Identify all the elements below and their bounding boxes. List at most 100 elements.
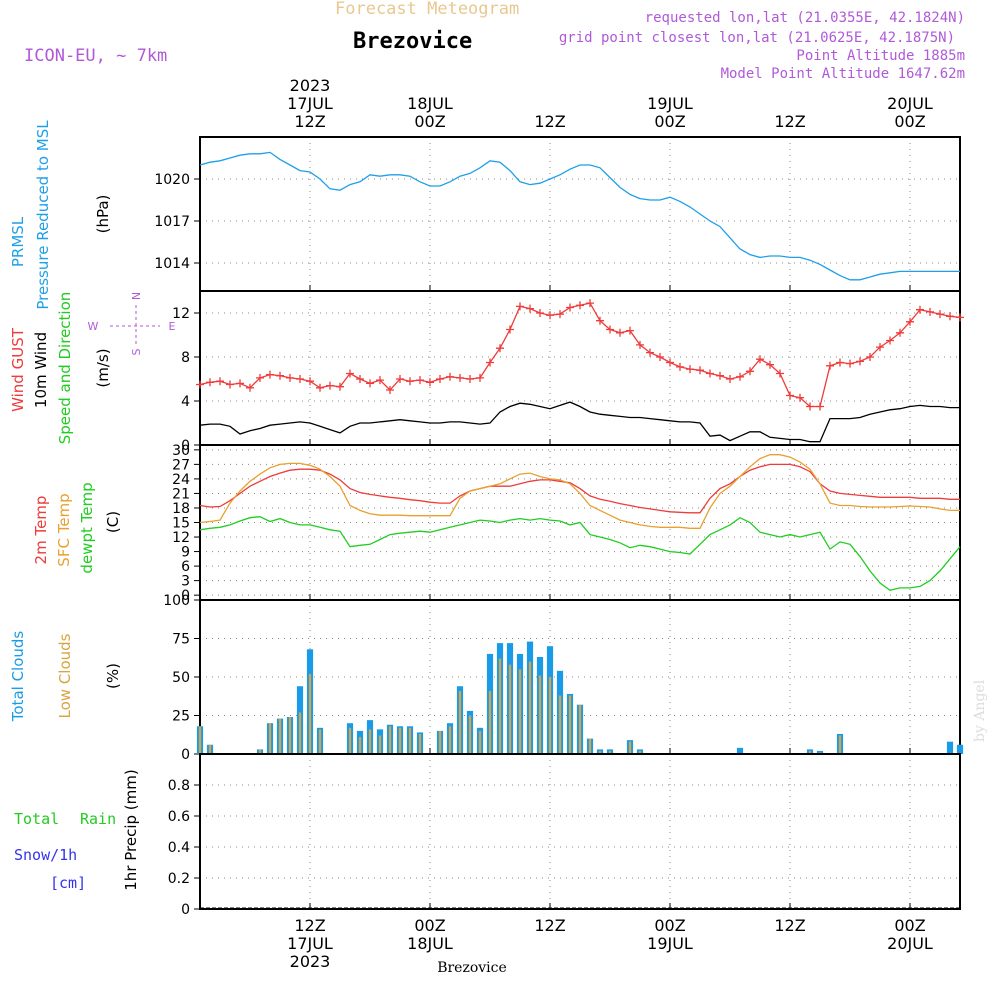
low-clouds-bar — [198, 726, 202, 754]
y-tick-label: 1020 — [154, 172, 190, 188]
y-tick-label: 30 — [172, 443, 190, 459]
gust-marker — [836, 358, 844, 367]
y-tick-label: 0 — [181, 747, 190, 763]
gust-marker — [506, 325, 514, 334]
y-tick-label: 15 — [172, 516, 190, 532]
total-label: Total — [14, 810, 59, 828]
gust-marker — [556, 310, 564, 319]
gust-marker — [566, 303, 574, 312]
credit-watermark: by Angel — [972, 679, 988, 742]
bottom-time-label: 17JUL — [287, 934, 333, 953]
low-clouds-bar — [448, 726, 452, 754]
model-label: ICON-EU, ~ 7km — [24, 46, 167, 66]
bottom-time-label: 12Z — [294, 916, 325, 935]
y-tick-label: 100 — [163, 593, 190, 609]
low-clouds-bar — [368, 729, 372, 754]
compass-east: E — [169, 320, 176, 333]
wind-panel: 0 4 8 12 — [172, 290, 964, 454]
gust-marker — [686, 365, 694, 374]
low-clouds-bar — [578, 704, 582, 754]
top-time-label: 18JUL — [407, 94, 453, 113]
temp-unit-label: (C) — [104, 511, 122, 533]
bottom-time-label: 19JUL — [647, 934, 693, 953]
y-tick-label: 24 — [172, 472, 190, 488]
low-clouds-bar — [528, 661, 532, 754]
clouds-panel-labels: Total Clouds Low Clouds (%) — [9, 631, 122, 723]
top-time-label: 19JUL — [647, 94, 693, 113]
gust-marker — [546, 311, 554, 320]
gust-marker — [516, 302, 524, 311]
sfc-temp-label: SFC Temp — [55, 493, 73, 566]
gust-marker — [826, 361, 834, 370]
y-tick-label: 9 — [181, 545, 190, 561]
low-clouds-bar — [458, 690, 462, 754]
y-tick-label: 21 — [172, 486, 190, 502]
low-clouds-bar — [808, 750, 812, 754]
gust-marker — [956, 313, 964, 322]
gust-marker — [446, 372, 454, 381]
y-tick-label: 0.6 — [168, 809, 190, 825]
gust-marker — [676, 362, 684, 371]
gust-marker — [916, 305, 924, 314]
gust-marker — [906, 317, 914, 326]
gust-marker — [886, 336, 894, 345]
temp2m-label: 2m Temp — [32, 496, 50, 565]
gust-marker — [216, 377, 224, 386]
gust-marker — [766, 360, 774, 369]
gust-marker — [596, 316, 604, 325]
gust-marker — [706, 369, 714, 378]
low-clouds-bar — [398, 727, 402, 754]
gust-label: Wind GUST — [9, 327, 27, 412]
gust-marker — [606, 325, 614, 334]
gust-marker — [656, 353, 664, 361]
footer-location: Brezovice — [437, 960, 507, 976]
gust-marker — [626, 326, 634, 335]
y-tick-label: 0 — [181, 588, 190, 604]
y-tick-label: 12 — [172, 306, 190, 322]
gust-marker — [436, 375, 444, 383]
gust-marker — [456, 373, 464, 382]
y-tick-label: 0.2 — [168, 871, 190, 887]
compass-rose: N S W E — [88, 292, 176, 356]
low-clouds-bar — [258, 749, 262, 754]
pressure-unit-label: (hPa) — [94, 195, 112, 234]
location-title: Brezovice — [353, 29, 472, 54]
gust-marker — [486, 358, 494, 367]
gust-marker — [776, 369, 784, 378]
gust-marker — [376, 376, 384, 385]
gust-marker — [746, 367, 754, 376]
y-tick-label: 50 — [172, 670, 190, 686]
gust-marker — [196, 380, 204, 389]
gust-marker — [806, 402, 814, 411]
temp-panel-labels: 2m Temp SFC Temp dewpt Temp (C) — [32, 482, 122, 573]
gust-marker — [716, 371, 724, 380]
top-time-label: 2023 — [290, 76, 331, 95]
panel-frame — [199, 290, 961, 446]
top-time-label: 12Z — [294, 112, 325, 131]
gust-marker — [736, 372, 744, 381]
gust-marker — [756, 355, 764, 364]
dewpoint-series-line — [199, 516, 961, 592]
gust-marker — [926, 307, 934, 316]
gust-series-line — [199, 302, 961, 408]
low-clouds-bar — [378, 735, 382, 754]
clouds-panel: 0 25 50 75 100 — [163, 593, 964, 763]
grid-point-coords: grid point closest lon,lat (21.0625E, 42… — [559, 30, 955, 46]
gust-marker — [326, 381, 334, 390]
gust-marker — [476, 373, 484, 382]
gust-marker — [426, 378, 434, 387]
low-clouds-bar — [438, 730, 442, 754]
total-clouds-bar — [816, 750, 824, 754]
total-clouds-bar — [946, 741, 954, 754]
y-tick-label: 0.8 — [168, 778, 190, 794]
low-clouds-bar — [558, 695, 562, 754]
total-clouds-label: Total Clouds — [9, 631, 27, 723]
wind-panel-labels: Wind GUST 10m Wind Speed and Direction (… — [9, 292, 176, 445]
y-tick-label: 0 — [181, 902, 190, 918]
gust-marker — [646, 348, 654, 357]
compass-west: W — [88, 320, 99, 333]
panel-frame — [199, 753, 961, 910]
